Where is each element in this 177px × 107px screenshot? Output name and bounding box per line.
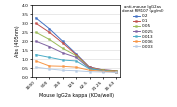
- Line: 0.025: 0.025: [35, 40, 117, 73]
- 0.003: [48, 68, 50, 70]
- 0.006: [62, 66, 64, 67]
- 0.1: [48, 32, 50, 33]
- 0.1: [88, 67, 91, 68]
- 0.025: [88, 68, 91, 69]
- 0.006: [48, 65, 50, 67]
- 0.1: [102, 69, 104, 71]
- Line: 0.006: 0.006: [35, 60, 117, 73]
- 0.05: [62, 48, 64, 49]
- 0.1: [75, 54, 77, 55]
- 0.025: [102, 70, 104, 71]
- 0.05: [48, 39, 50, 40]
- 0.025: [62, 52, 64, 54]
- 0.013: [35, 54, 37, 55]
- 0.003: [35, 67, 37, 68]
- 0.025: [48, 46, 50, 47]
- Legend: 0.2, 0.1, 0.05, 0.025, 0.013, 0.006, 0.003: 0.2, 0.1, 0.05, 0.025, 0.013, 0.006, 0.0…: [121, 4, 165, 49]
- 0.05: [35, 32, 37, 33]
- 0.003: [62, 70, 64, 71]
- 0.006: [35, 60, 37, 62]
- 0.025: [75, 57, 77, 58]
- 0.2: [35, 17, 37, 19]
- 0.013: [102, 70, 104, 71]
- 0.003: [75, 70, 77, 71]
- Line: 0.003: 0.003: [35, 66, 117, 73]
- 0.05: [102, 70, 104, 71]
- 0.006: [102, 71, 104, 72]
- 0.05: [75, 55, 77, 56]
- 0.2: [102, 69, 104, 71]
- X-axis label: Mouse IgG2a kappa (KDa/well): Mouse IgG2a kappa (KDa/well): [39, 93, 114, 98]
- 0.1: [62, 42, 64, 44]
- 0.003: [115, 72, 117, 73]
- 0.003: [102, 71, 104, 73]
- 0.2: [62, 41, 64, 42]
- 0.2: [115, 70, 117, 71]
- 0.013: [48, 57, 50, 58]
- 0.2: [75, 53, 77, 54]
- 0.1: [35, 23, 37, 24]
- 0.006: [88, 70, 91, 71]
- 0.013: [75, 60, 77, 62]
- 0.1: [115, 70, 117, 71]
- Y-axis label: Abs (405nm): Abs (405nm): [15, 25, 20, 57]
- 0.2: [48, 28, 50, 29]
- 0.05: [115, 71, 117, 72]
- 0.003: [88, 71, 91, 72]
- Line: 0.2: 0.2: [35, 17, 117, 72]
- 0.2: [88, 67, 91, 68]
- Line: 0.013: 0.013: [35, 54, 117, 73]
- 0.05: [88, 67, 91, 69]
- 0.013: [62, 59, 64, 61]
- 0.025: [35, 41, 37, 42]
- 0.006: [115, 71, 117, 73]
- 0.013: [115, 71, 117, 73]
- Line: 0.1: 0.1: [35, 22, 117, 72]
- 0.025: [115, 71, 117, 73]
- 0.013: [88, 68, 91, 70]
- Line: 0.05: 0.05: [35, 31, 117, 72]
- 0.006: [75, 67, 77, 68]
